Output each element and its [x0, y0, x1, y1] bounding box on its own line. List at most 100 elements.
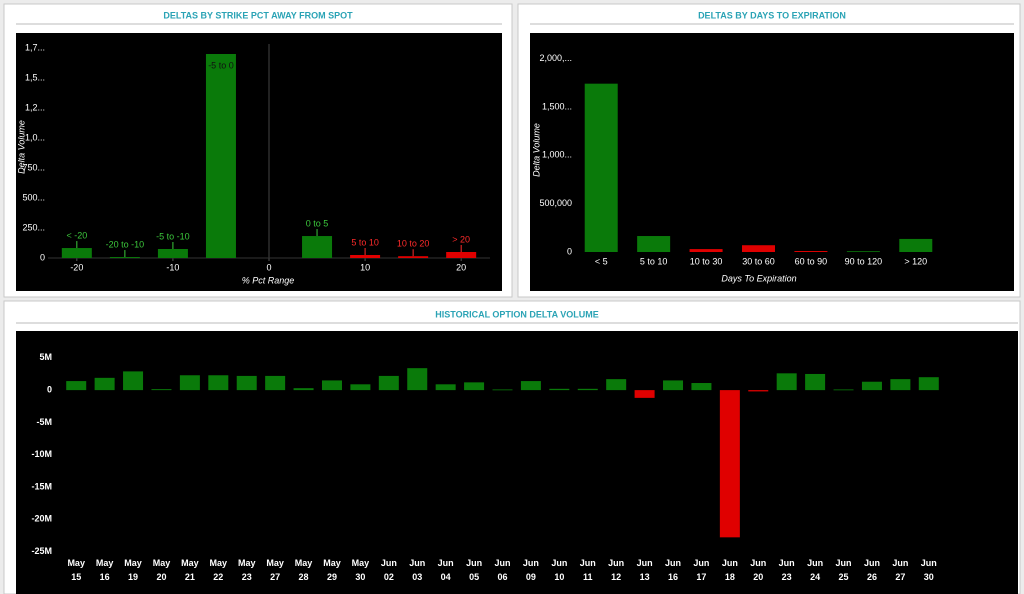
bar [179, 375, 200, 391]
bar [236, 375, 257, 391]
x-tick-label-line: 23 [782, 572, 792, 582]
x-tick-label: Jun 05 [466, 558, 482, 582]
y-tick-label: 0 [567, 246, 572, 256]
x-tick-label-line: 15 [71, 572, 81, 582]
bar [407, 368, 428, 391]
bar [435, 384, 456, 391]
x-tick-label-line: 12 [611, 572, 621, 582]
x-axis-title: % Pct Range [242, 275, 295, 285]
y-tick-label: 500... [22, 192, 45, 202]
x-tick-label: Jun 04 [438, 558, 454, 582]
x-tick-label-line: Jun [921, 558, 937, 568]
bar [205, 54, 236, 258]
y-tick-label: 750... [22, 162, 45, 172]
x-tick-label: Jun 12 [608, 558, 624, 582]
bar [520, 381, 541, 391]
x-tick-label-line: May [238, 558, 256, 568]
chart-title: HISTORICAL OPTION DELTA VOLUME [435, 309, 599, 319]
x-tick-label-line: Jun [864, 558, 880, 568]
x-tick-label-line: Jun [722, 558, 738, 568]
y-tick-label: 1,5... [25, 72, 45, 82]
x-tick-label: 90 to 120 [845, 256, 883, 266]
bar-label: 5 to 10 [351, 237, 379, 247]
x-tick-label-line: May [181, 558, 199, 568]
x-tick-label: May 20 [153, 558, 171, 582]
x-tick-label: Jun 06 [494, 558, 510, 582]
x-tick-label: Jun 30 [921, 558, 937, 582]
bar [794, 251, 828, 252]
x-tick-label: Jun 13 [637, 558, 653, 582]
x-tick-label-line: 09 [526, 572, 536, 582]
chart-title: DELTAS BY DAYS TO EXPIRATION [698, 10, 846, 20]
y-tick-label: 2,000,... [539, 53, 572, 63]
x-tick-label-line: 28 [299, 572, 309, 582]
x-tick-label-line: Jun [551, 558, 567, 568]
x-tick-label: Jun 24 [807, 558, 823, 582]
y-axis-title: Delta Volume [531, 123, 541, 177]
x-tick-label-line: May [295, 558, 313, 568]
x-tick-label-line: May [124, 558, 142, 568]
x-tick-label-line: Jun [409, 558, 425, 568]
x-tick-label-line: Jun [750, 558, 766, 568]
x-tick-label-line: Jun [693, 558, 709, 568]
bar [634, 390, 655, 398]
bar [776, 373, 797, 391]
x-tick-label-line: May [210, 558, 228, 568]
x-tick-label: > 120 [904, 256, 927, 266]
bar [691, 383, 712, 391]
bar [94, 377, 115, 391]
x-tick-label-line: Jun [438, 558, 454, 568]
x-tick-label-line: Jun [523, 558, 539, 568]
plot-background [16, 33, 502, 291]
bar [805, 373, 826, 391]
y-tick-label: 1,000... [542, 150, 572, 160]
bar [899, 238, 933, 252]
x-tick-label: Jun 02 [381, 558, 397, 582]
y-tick-label: -15M [31, 481, 52, 491]
x-tick-label-line: May [352, 558, 370, 568]
x-tick-label: May 23 [238, 558, 256, 582]
x-tick-label-line: May [67, 558, 85, 568]
bar [265, 375, 286, 391]
x-tick-label: 20 [456, 262, 466, 272]
y-tick-label: 500,000 [539, 198, 572, 208]
x-tick-label-line: 13 [640, 572, 650, 582]
y-tick-label: 250... [22, 222, 45, 232]
bar-label: 10 to 20 [397, 239, 430, 249]
x-tick-label: May 28 [295, 558, 313, 582]
x-tick-label-line: 18 [725, 572, 735, 582]
bar [689, 249, 723, 252]
x-tick-label-line: 19 [128, 572, 138, 582]
bar [350, 384, 371, 391]
x-tick-label: May 16 [96, 558, 114, 582]
x-tick-label: -10 [166, 262, 179, 272]
x-tick-label: 5 to 10 [640, 256, 668, 266]
bar [833, 389, 854, 391]
bar-label: 0 to 5 [306, 218, 329, 228]
bar [208, 375, 229, 391]
x-tick-label: May 29 [323, 558, 341, 582]
y-tick-label: -25M [31, 546, 52, 556]
y-tick-label: 0 [47, 384, 52, 394]
x-tick-label-line: 29 [327, 572, 337, 582]
bar [157, 249, 188, 258]
bar [446, 252, 477, 258]
x-tick-label-line: 04 [441, 572, 451, 582]
bar [492, 389, 513, 391]
x-tick-label: 60 to 90 [795, 256, 828, 266]
y-tick-label: -5M [37, 417, 53, 427]
x-tick-label: Jun 09 [523, 558, 539, 582]
x-tick-label-line: 05 [469, 572, 479, 582]
x-tick-label-line: Jun [637, 558, 653, 568]
bar [918, 377, 939, 391]
x-tick-label-line: Jun [381, 558, 397, 568]
x-tick-label-line: Jun [779, 558, 795, 568]
bar [350, 255, 381, 258]
x-tick-label-line: Jun [836, 558, 852, 568]
bar [398, 256, 429, 258]
x-tick-label-line: 10 [554, 572, 564, 582]
bar [549, 388, 570, 391]
x-tick-label-line: 30 [355, 572, 365, 582]
x-tick-label: Jun 17 [693, 558, 709, 582]
